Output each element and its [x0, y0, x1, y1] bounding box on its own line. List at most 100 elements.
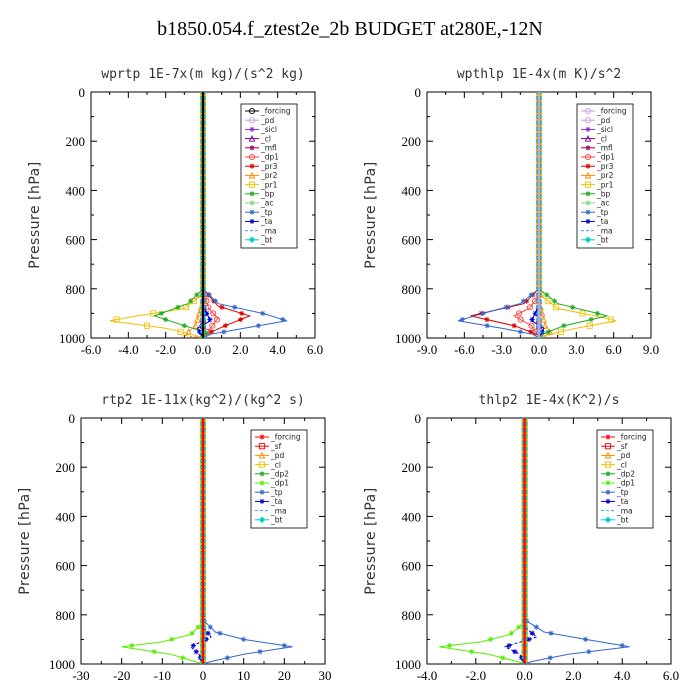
chart-title: rtp2 1E-11x(kg^2)/(kg^2 s)	[101, 393, 305, 408]
legend-item: _cl	[255, 460, 281, 469]
legend-item: _ma	[245, 226, 277, 235]
legend-item: _pr2	[245, 171, 278, 180]
legend-item: _pr1	[245, 180, 278, 189]
x-tick-label: 20	[278, 668, 291, 683]
legend-label: _tp	[270, 488, 283, 497]
legend-item: _pr3	[581, 162, 614, 171]
x-tick-label: -4.0	[118, 342, 139, 357]
legend-label: _ma	[616, 506, 633, 515]
chart-panel-3: rtp2 1E-11x(kg^2)/(kg^2 s) Pressure [hPa]…	[17, 393, 332, 683]
x-tick-label: 0.0	[516, 668, 532, 683]
legend-item: _sf	[255, 442, 282, 451]
legend-label: _dp2	[616, 470, 635, 479]
legend-item: _pr1	[581, 180, 614, 189]
legend-item: _forcing	[255, 433, 301, 442]
legend-label: _pd	[270, 451, 285, 460]
legend-label: _ta	[616, 497, 628, 506]
legend-label: _pd	[596, 116, 611, 125]
legend-item: _ma	[601, 506, 633, 515]
legend-label: _pr3	[260, 162, 278, 171]
y-axis-label: Pressure [hPa]	[27, 161, 43, 268]
series-markers	[459, 92, 542, 338]
legend-label: _mfl	[260, 144, 277, 153]
legend-label: _mfl	[596, 144, 613, 153]
legend-label: _dp1	[270, 479, 289, 488]
series-line	[189, 418, 212, 664]
legend-item: _sicl	[581, 125, 613, 134]
legend-label: _bp	[260, 190, 275, 199]
series-group	[457, 92, 617, 338]
y-tick-label: 400	[56, 509, 76, 524]
x-tick-label: -2.0	[155, 342, 176, 357]
legend-label: _sf	[616, 442, 628, 451]
y-tick-label: 1000	[49, 657, 75, 672]
y-axis-label: Pressure [hPa]	[363, 161, 379, 268]
y-tick-label: 400	[66, 183, 86, 198]
y-tick-label: 400	[402, 183, 422, 198]
x-tick-label: 2.0	[232, 342, 248, 357]
series-markers	[506, 418, 535, 664]
legend-item: _ta	[601, 497, 628, 506]
series-line	[183, 92, 204, 338]
legend-item: _pd	[255, 451, 285, 460]
legend-item: _tp	[581, 208, 609, 217]
legend-item: _pd	[245, 116, 275, 125]
legend-label: _cl	[260, 134, 271, 143]
legend-item: _sf	[601, 442, 628, 451]
legend-label: _tp	[596, 208, 609, 217]
legend-label: _forcing	[260, 107, 291, 116]
y-tick-label: 800	[66, 282, 86, 297]
y-tick-label: 1000	[395, 657, 421, 672]
legend-item: _cl	[601, 460, 627, 469]
series-line	[202, 92, 288, 338]
legend-label: _forcing	[270, 433, 301, 442]
x-tick-label: 6.0	[307, 342, 323, 357]
legend-item: _pd	[601, 451, 631, 460]
legend-item: _forcing	[581, 107, 627, 116]
chart-title: wprtp 1E-7x(m kg)/(s^2 kg)	[101, 67, 305, 82]
legend-label: _forcing	[616, 433, 647, 442]
legend-label: _dp2	[270, 470, 289, 479]
x-tick-label: -9.0	[417, 342, 438, 357]
legend-item: _cl	[245, 134, 271, 143]
legend: _forcing_pd_sicl_cl_mfl_dp1_pr3_pr2_pr1_…	[240, 103, 298, 249]
legend-item: _ma	[255, 506, 287, 515]
legend-item: _cl	[581, 134, 607, 143]
series-group	[121, 418, 293, 664]
legend-label: _ac	[596, 199, 609, 208]
y-tick-label: 200	[402, 134, 422, 149]
legend-label: _tp	[260, 208, 273, 217]
legend-label: _sf	[270, 442, 282, 451]
y-tick-label: 600	[402, 559, 422, 574]
x-tick-label: -6.0	[81, 342, 102, 357]
legend-label: _pr1	[596, 180, 614, 189]
x-tick-label: 2.0	[565, 668, 581, 683]
x-tick-label: 0.0	[531, 342, 547, 357]
legend-item: _dp1	[581, 153, 615, 162]
legend-item: _forcing	[245, 107, 291, 116]
series-markers	[129, 418, 206, 664]
legend-item: _ta	[581, 217, 608, 226]
chart-panel-1: wprtp 1E-7x(m kg)/(s^2 kg) Pressure [hPa]…	[27, 67, 323, 357]
legend-item: _bt	[581, 236, 609, 245]
y-tick-label: 0	[79, 85, 86, 100]
series-line	[503, 418, 538, 664]
legend-label: _cl	[270, 460, 281, 469]
legend-label: _pr3	[596, 162, 614, 171]
legend-label: _ta	[260, 217, 272, 226]
legend-label: _cl	[596, 134, 607, 143]
series-markers	[446, 418, 528, 664]
y-tick-label: 200	[56, 460, 76, 475]
y-tick-label: 600	[56, 559, 76, 574]
y-tick-label: 600	[66, 233, 86, 248]
x-tick-label: 9.0	[643, 342, 659, 357]
legend-label: _pr2	[260, 171, 278, 180]
legend-item: _ac	[245, 199, 273, 208]
x-tick-label: 6.0	[606, 342, 622, 357]
x-tick-label: -6.0	[454, 342, 475, 357]
series-line	[439, 418, 526, 664]
legend-item: _dp1	[601, 479, 635, 488]
legend-item: _bt	[601, 516, 629, 525]
series-line	[538, 92, 617, 338]
y-tick-label: 600	[402, 233, 422, 248]
